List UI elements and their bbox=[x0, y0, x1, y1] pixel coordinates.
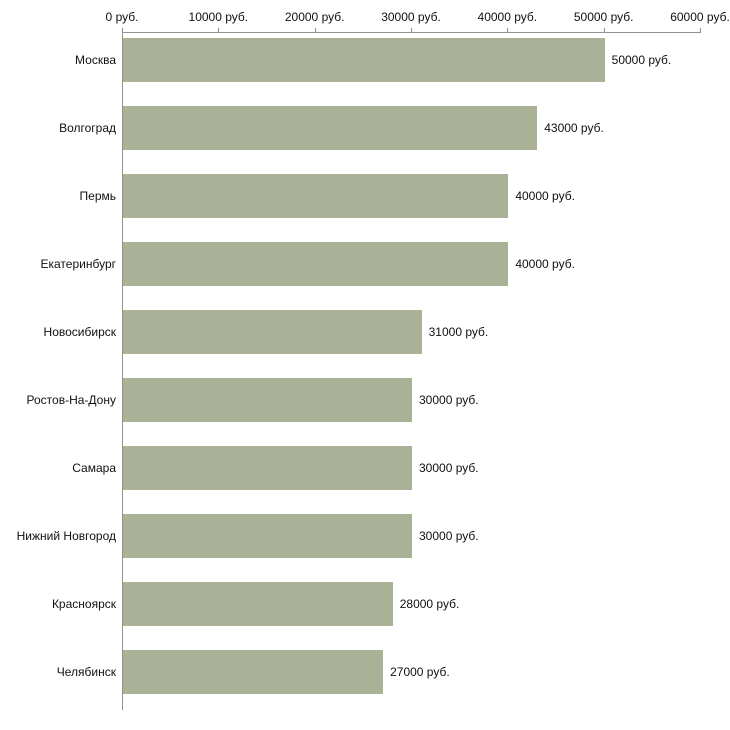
bar-zone: 31000 руб. bbox=[123, 310, 701, 354]
value-label: 27000 руб. bbox=[390, 665, 450, 679]
bar-zone: 50000 руб. bbox=[123, 38, 701, 82]
x-tick-mark bbox=[314, 28, 316, 32]
bar bbox=[123, 174, 509, 218]
x-tick-mark bbox=[700, 28, 701, 32]
value-label: 40000 руб. bbox=[515, 257, 575, 271]
bar-zone: 27000 руб. bbox=[123, 650, 701, 694]
value-label: 30000 руб. bbox=[419, 461, 479, 475]
bar bbox=[123, 582, 393, 626]
bar-zone: 43000 руб. bbox=[123, 106, 701, 150]
category-label: Красноярск bbox=[51, 597, 116, 611]
bar bbox=[123, 378, 412, 422]
x-tick-label: 20000 руб. bbox=[284, 10, 345, 24]
x-tick-mark bbox=[507, 28, 509, 32]
value-label: 50000 руб. bbox=[611, 53, 672, 67]
bar bbox=[123, 514, 412, 558]
value-label: 40000 руб. bbox=[515, 189, 575, 203]
bar-zone: 30000 руб. bbox=[123, 446, 701, 490]
y-axis-line bbox=[122, 32, 123, 710]
bar-row: Екатеринбург 40000 руб. bbox=[0, 242, 730, 286]
bar-zone: 40000 руб. bbox=[123, 242, 701, 286]
category-label: Ростов-На-Дону bbox=[26, 393, 116, 407]
x-tick-mark bbox=[603, 28, 605, 32]
value-label: 30000 руб. bbox=[419, 529, 479, 543]
x-tick-label: 0 руб. bbox=[105, 10, 139, 24]
bar-zone: 28000 руб. bbox=[123, 582, 701, 626]
bar-row: Ростов-На-Дону 30000 руб. bbox=[0, 378, 730, 422]
bar-row: Нижний Новгород 30000 руб. bbox=[0, 514, 730, 558]
bar-zone: 40000 руб. bbox=[123, 174, 701, 218]
category-label: Москва bbox=[75, 53, 116, 67]
category-label: Новосибирск bbox=[43, 325, 116, 339]
bar-row: Самара 30000 руб. bbox=[0, 446, 730, 490]
category-label: Волгоград bbox=[59, 121, 116, 135]
bar-row: Москва 50000 руб. bbox=[0, 38, 730, 82]
bar-zone: 30000 руб. bbox=[123, 514, 701, 558]
bar-zone: 30000 руб. bbox=[123, 378, 701, 422]
bar-row: Новосибирск 31000 руб. bbox=[0, 310, 730, 354]
bar-row: Волгоград 43000 руб. bbox=[0, 106, 730, 150]
x-tick-label: 40000 руб. bbox=[477, 10, 538, 24]
bar bbox=[123, 242, 509, 286]
x-tick-mark bbox=[122, 28, 123, 32]
x-axis: 0 руб. 10000 руб. 20000 руб. 30000 руб. 4000… bbox=[106, 0, 730, 32]
value-label: 30000 руб. bbox=[419, 393, 479, 407]
bar-row: Красноярск 28000 руб. bbox=[0, 582, 730, 626]
value-label: 28000 руб. bbox=[399, 597, 460, 611]
x-tick-label: 30000 руб. bbox=[381, 10, 441, 24]
bar bbox=[123, 106, 538, 150]
bars-container: Москва 50000 руб. Волгоград 43000 руб. Пермь… bbox=[0, 32, 730, 718]
value-label: 43000 руб. bbox=[544, 121, 604, 135]
x-axis-line bbox=[122, 32, 701, 33]
x-tick-mark bbox=[411, 28, 412, 32]
x-tick-mark bbox=[218, 28, 220, 32]
category-label: Екатеринбург bbox=[40, 257, 117, 271]
category-label: Нижний Новгород bbox=[16, 529, 116, 543]
category-label: Самара bbox=[72, 461, 116, 475]
bar bbox=[123, 38, 605, 82]
bar-row: Пермь 40000 руб. bbox=[0, 174, 730, 218]
bar-row: Челябинск 27000 руб. bbox=[0, 650, 730, 694]
bar bbox=[123, 446, 412, 490]
value-label: 31000 руб. bbox=[428, 325, 489, 339]
x-tick-label: 60000 руб. bbox=[670, 10, 730, 24]
category-label: Челябинск bbox=[56, 665, 116, 679]
bar bbox=[123, 650, 384, 694]
x-tick-label: 50000 руб. bbox=[573, 10, 634, 24]
x-tick-label: 10000 руб. bbox=[188, 10, 249, 24]
category-label: Пермь bbox=[79, 189, 116, 203]
bar bbox=[123, 310, 422, 354]
